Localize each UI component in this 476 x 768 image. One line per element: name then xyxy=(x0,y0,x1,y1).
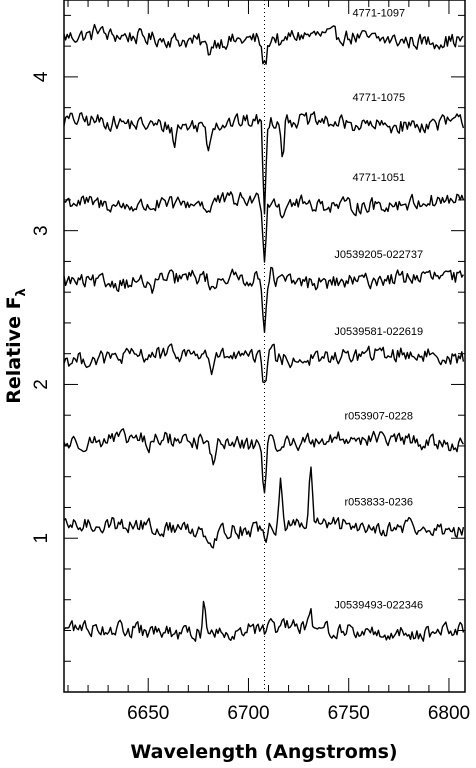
series-label: r053833-0236 xyxy=(345,496,414,508)
x-tick-label: 6800 xyxy=(428,703,470,724)
spectrum-line xyxy=(63,23,464,65)
y-axis-label-main: Relative F xyxy=(3,296,25,403)
spectrum-line xyxy=(63,111,465,215)
plot-frame xyxy=(63,0,466,693)
y-axis-label-subscript: λ xyxy=(14,288,29,296)
x-tick-labels: 6650 6700 6750 6800 xyxy=(127,703,470,724)
spectrum-line xyxy=(63,343,465,384)
spectrum-line xyxy=(63,466,465,549)
y-tick-label: 1 xyxy=(31,533,52,544)
y-tick-label: 2 xyxy=(31,379,52,390)
spectra-series xyxy=(63,23,465,642)
spectrum-line xyxy=(63,600,465,642)
y-tick-labels: 1 2 3 4 xyxy=(31,71,52,543)
spectrum-line xyxy=(63,191,465,263)
x-tick-label: 6700 xyxy=(227,703,269,724)
series-label: r053907-0228 xyxy=(345,410,414,422)
spectrum-line xyxy=(63,428,464,494)
x-tick-label: 6650 xyxy=(127,703,169,724)
axis-ticks xyxy=(64,0,465,692)
series-label: 4771-1075 xyxy=(352,92,405,104)
y-axis-label: Relative Fλ xyxy=(3,288,29,404)
series-labels: 4771-1097 4771-1075 4771-1051 J0539205-0227… xyxy=(334,7,423,611)
series-label: J0539205-022737 xyxy=(334,249,423,261)
series-label: J0539493-022346 xyxy=(334,599,423,611)
series-label: J0539581-022619 xyxy=(334,326,423,338)
x-tick-label: 6750 xyxy=(328,703,370,724)
y-tick-label: 3 xyxy=(31,225,52,236)
spectrum-line xyxy=(63,266,464,333)
series-label: 4771-1097 xyxy=(352,7,405,19)
x-axis-label: Wavelength (Angstroms) xyxy=(130,741,397,763)
series-label: 4771-1051 xyxy=(352,172,405,184)
y-tick-label: 4 xyxy=(31,71,52,82)
